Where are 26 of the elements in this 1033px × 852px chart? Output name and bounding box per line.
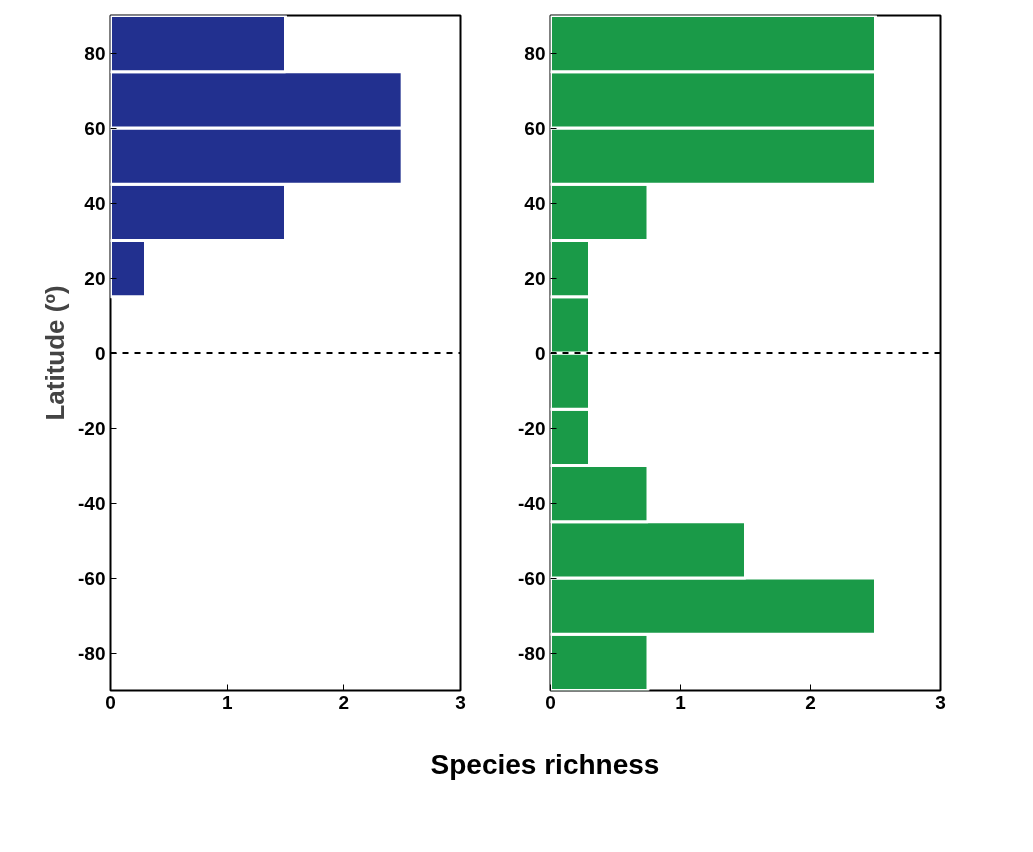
y-tick-label: -60: [78, 567, 106, 589]
y-tick-label: -80: [518, 642, 546, 664]
y-tick-label: -60: [518, 567, 546, 589]
y-tick-label: -40: [78, 492, 106, 514]
y-tick-label: 0: [534, 342, 546, 364]
x-tick-label: 3: [935, 691, 946, 713]
x-tick-label: 1: [221, 691, 233, 713]
y-tick-label: 60: [84, 117, 106, 139]
x-tick-label: 2: [338, 691, 350, 713]
y-axis-title: Latitude (º): [40, 285, 71, 421]
y-tick-label: 20: [84, 267, 106, 289]
y-tick-label: -20: [78, 417, 106, 439]
y-tick-label: 60: [524, 117, 546, 139]
y-tick-label: 40: [84, 192, 106, 214]
y-tick-label: 20: [524, 267, 546, 289]
x-tick-label: 3: [455, 691, 466, 713]
y-tick-label: 80: [524, 42, 546, 64]
y-tick-label: 80: [84, 42, 106, 64]
x-tick-label: 1: [675, 691, 687, 713]
y-tick-label: -80: [78, 642, 106, 664]
x-tick-label: 2: [805, 691, 816, 713]
x-axis-title: Species richness: [430, 748, 660, 782]
y-tick-label: 40: [524, 192, 546, 214]
y-tick-label: -40: [518, 492, 546, 514]
y-tick-label: -20: [518, 417, 546, 439]
y-tick-label: 0: [94, 342, 106, 364]
